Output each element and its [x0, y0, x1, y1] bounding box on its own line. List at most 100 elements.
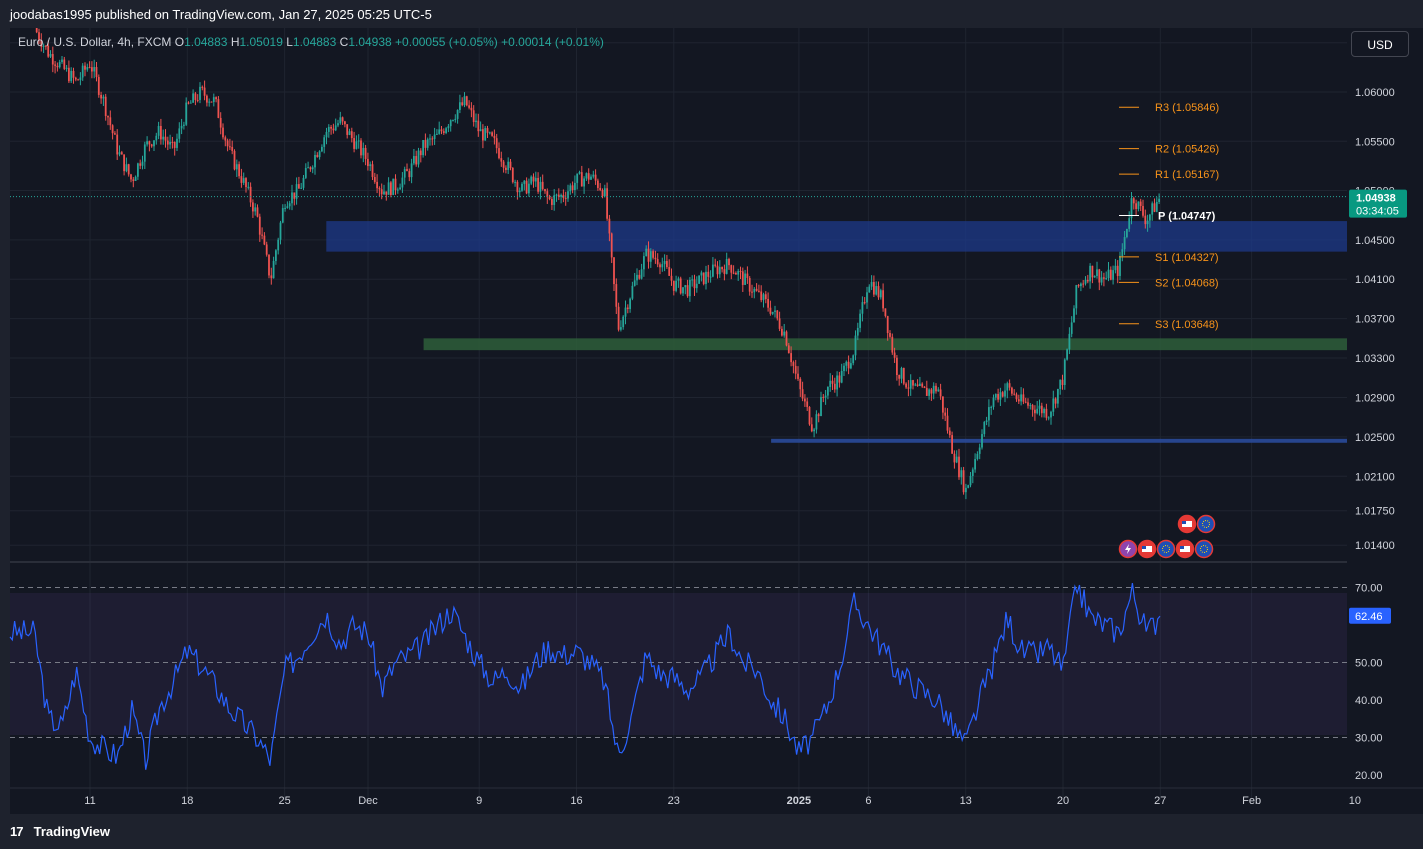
candle-body	[323, 137, 326, 147]
candle-body	[824, 395, 827, 398]
time-tick-label: Feb	[1242, 795, 1261, 807]
candle-body	[233, 150, 236, 170]
candle-body	[493, 135, 496, 139]
candle-body	[663, 260, 666, 265]
eu-flag-icon[interactable]	[1196, 514, 1216, 534]
eu-flag-icon[interactable]	[1194, 539, 1214, 559]
candle-body	[445, 128, 447, 133]
candle-body	[755, 288, 758, 291]
candle-body	[1116, 265, 1119, 276]
candle-body	[925, 387, 928, 396]
candle-body	[1105, 278, 1108, 280]
candle-body	[212, 97, 215, 103]
candle-body	[912, 380, 914, 386]
candle-body	[491, 132, 493, 136]
tradingview-logo[interactable]: 17 TradingView	[10, 824, 110, 839]
price-axis[interactable]: 1.065001.060001.055001.050001.045001.041…	[1347, 28, 1423, 814]
candle-body	[714, 264, 717, 266]
event-markers[interactable]	[1118, 514, 1216, 559]
candle-body	[737, 270, 740, 275]
candle-body	[178, 128, 181, 139]
candle-body	[433, 134, 436, 140]
candle-body	[364, 147, 367, 159]
candle-body	[261, 234, 263, 236]
candle-body	[815, 414, 818, 430]
candle-body	[1015, 394, 1018, 400]
candle-body	[162, 136, 165, 140]
candle-body	[677, 278, 680, 281]
candle-body	[330, 126, 332, 129]
candle-body	[939, 389, 942, 397]
candle-body	[624, 307, 627, 317]
candle-body	[511, 167, 514, 183]
candle-body	[567, 191, 569, 199]
candle-body	[1070, 322, 1073, 334]
candle-body	[672, 280, 675, 291]
candle-body	[978, 447, 981, 454]
candle-body	[95, 67, 98, 78]
open-label: O	[174, 35, 185, 49]
candle-body	[735, 272, 737, 275]
candle-body	[776, 310, 779, 319]
candle-body	[114, 133, 116, 135]
candle-body	[778, 318, 781, 329]
time-tick-label: 25	[278, 795, 290, 807]
candle-body	[109, 117, 112, 126]
candle-body	[723, 269, 726, 274]
candle-body	[291, 192, 293, 204]
candle-body	[123, 154, 125, 172]
us-flag-canton	[1142, 546, 1146, 549]
candle-body	[794, 365, 797, 374]
rsi-axis[interactable]: 70.00 50.00 40.00 30.00 20.00 62.46	[1349, 583, 1391, 783]
time-axis[interactable]: 11 18 25 Dec 9 16 23 2025 6 13 20 27 Feb 10	[10, 787, 1423, 807]
candle-body	[974, 459, 976, 470]
candle-body	[130, 174, 132, 180]
eu-flag-icon[interactable]	[1156, 539, 1176, 559]
candle-body	[148, 141, 151, 145]
candle-body	[346, 124, 349, 135]
candle-body	[150, 144, 153, 147]
candle-body	[1075, 285, 1078, 309]
candle-body	[718, 267, 721, 275]
candle-body	[875, 286, 878, 295]
candle-body	[790, 353, 792, 363]
candle-body	[231, 146, 234, 151]
currency-button[interactable]: USD	[1351, 31, 1409, 57]
candle-body	[695, 283, 698, 289]
candle-body	[1139, 201, 1142, 206]
candle-body	[185, 102, 188, 125]
candle-body	[86, 67, 89, 70]
candle-body	[923, 386, 926, 388]
candle-body	[279, 222, 282, 240]
candle-body	[1146, 220, 1149, 225]
candle-body	[408, 171, 411, 178]
candle-body	[817, 414, 820, 417]
candle-body	[252, 202, 254, 212]
candle-body	[224, 137, 227, 141]
candle-body	[946, 415, 949, 431]
time-tick-label: 16	[570, 795, 582, 807]
candle-body	[1040, 405, 1043, 414]
candle-body	[272, 260, 275, 279]
candle-body	[410, 163, 413, 178]
candle-body	[1013, 393, 1016, 395]
candle-body	[1036, 408, 1039, 414]
candle-body	[599, 187, 602, 191]
candle-body	[893, 352, 896, 358]
candle-body	[705, 271, 707, 284]
candle-body	[1158, 198, 1160, 202]
candle-body	[999, 392, 1002, 400]
candle-body	[463, 96, 466, 106]
candle-body	[921, 383, 924, 387]
candle-body	[965, 487, 967, 493]
candle-body	[116, 134, 119, 155]
candle-body	[1024, 401, 1027, 403]
candle-body	[679, 278, 682, 294]
candle-body	[990, 406, 993, 408]
price-tick-label: 1.01750	[1355, 506, 1395, 518]
candle-body	[859, 313, 861, 328]
pivot-label: S3 (1.03648)	[1155, 319, 1219, 331]
candle-body	[1054, 398, 1057, 404]
candle-body	[337, 123, 339, 126]
